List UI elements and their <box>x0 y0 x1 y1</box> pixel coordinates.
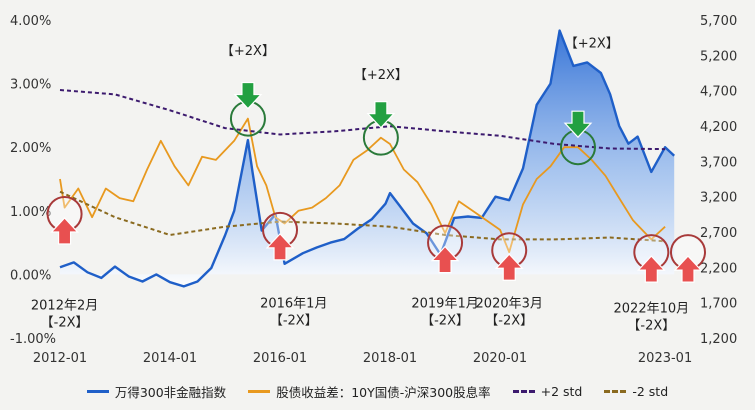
legend: 万得300非金融指数 股债收益差：10Y国债-沪深300股息率 +2 std -2 s… <box>0 376 755 406</box>
legend-label: 股债收益差：10Y国债-沪深300股息率 <box>276 384 491 400</box>
annotation-label: 【-2X】 <box>627 319 675 334</box>
legend-swatch <box>86 389 109 393</box>
y-left-tick-label: 2.00% <box>10 141 51 156</box>
y-left-tick-label: 0.00% <box>10 268 51 283</box>
series-line-0 <box>59 29 676 288</box>
annotation-label: 【+2X】 <box>565 36 619 51</box>
buy-arrow-icon <box>636 255 666 283</box>
x-tick-label: 2023-01 <box>638 351 692 366</box>
legend-item: 万得300非金融指数 <box>86 382 227 401</box>
x-tick-label: 2016-01 <box>253 351 307 366</box>
x-tick-label: 2018-01 <box>363 351 417 366</box>
legend-label: -2 std <box>632 383 669 399</box>
annotation-label: 【+2X】 <box>354 68 408 83</box>
y-left-tick-label: -1.00% <box>10 332 56 347</box>
y-right-tick-label: 3,200 <box>700 191 737 206</box>
y-left-tick-label: 1.00% <box>10 205 51 220</box>
buy-arrow-icon <box>430 245 460 274</box>
legend-item: -2 std <box>604 384 668 399</box>
series-area-0 <box>60 30 675 287</box>
buy-arrow-icon <box>673 255 703 283</box>
legend-item: 股债收益差：10Y国债-沪深300股息率 <box>248 382 491 401</box>
y-right-tick-label: 2,200 <box>700 261 737 276</box>
y-right-tick-label: 3,700 <box>700 155 737 170</box>
legend-swatch <box>512 389 535 393</box>
y-right-tick-label: 4,200 <box>700 120 737 135</box>
y-right-tick-label: 5,700 <box>700 14 737 29</box>
annotation-label: 2022年10月 <box>614 302 690 317</box>
x-tick-label: 2012-01 <box>33 351 87 366</box>
annotation-label: 2016年1月 <box>260 296 327 311</box>
annotation-label: 【-2X】 <box>421 313 469 328</box>
annotation-label: 【-2X】 <box>41 315 89 330</box>
annotation-label: 【-2X】 <box>485 313 533 328</box>
x-tick-label: 2020-01 <box>473 351 527 366</box>
y-right-tick-label: 1,700 <box>700 297 737 312</box>
sell-arrow-icon <box>366 101 396 129</box>
series-line-3 <box>59 190 666 243</box>
series-line-2 <box>59 89 666 151</box>
legend-swatch <box>248 389 271 393</box>
x-tick-label: 2014-01 <box>143 351 197 366</box>
legend-swatch <box>604 389 627 393</box>
annotation-label: 【+2X】 <box>221 44 275 59</box>
annotation-label: 2019年1月 <box>411 296 478 311</box>
y-right-tick-label: 1,200 <box>700 332 737 347</box>
series-line-1 <box>59 117 666 253</box>
chart-canvas: 4.00% 3.00% 2.00% 1.00% 0.00% -1.00% 5,700 5,20… <box>10 14 737 366</box>
annotation-label: 2020年3月 <box>476 296 543 311</box>
buy-arrow-icon <box>265 232 295 261</box>
sell-arrow-icon <box>233 81 263 110</box>
y-right-tick-label: 2,700 <box>700 226 737 241</box>
y-left-tick-label: 3.00% <box>10 78 51 93</box>
y-left-tick-label: 4.00% <box>10 14 51 29</box>
y-right-tick-label: 5,200 <box>700 49 737 64</box>
buy-arrow-icon <box>494 253 524 281</box>
legend-item: +2 std <box>512 383 583 399</box>
y-right-tick-label: 4,700 <box>700 85 737 100</box>
legend-label: +2 std <box>540 383 583 399</box>
annotation-label: 【-2X】 <box>270 313 318 328</box>
annotation-label: 2012年2月 <box>31 298 98 313</box>
legend-label: 万得300非金融指数 <box>114 384 227 400</box>
buy-arrow-icon <box>50 217 79 245</box>
sell-arrow-icon <box>563 110 593 139</box>
